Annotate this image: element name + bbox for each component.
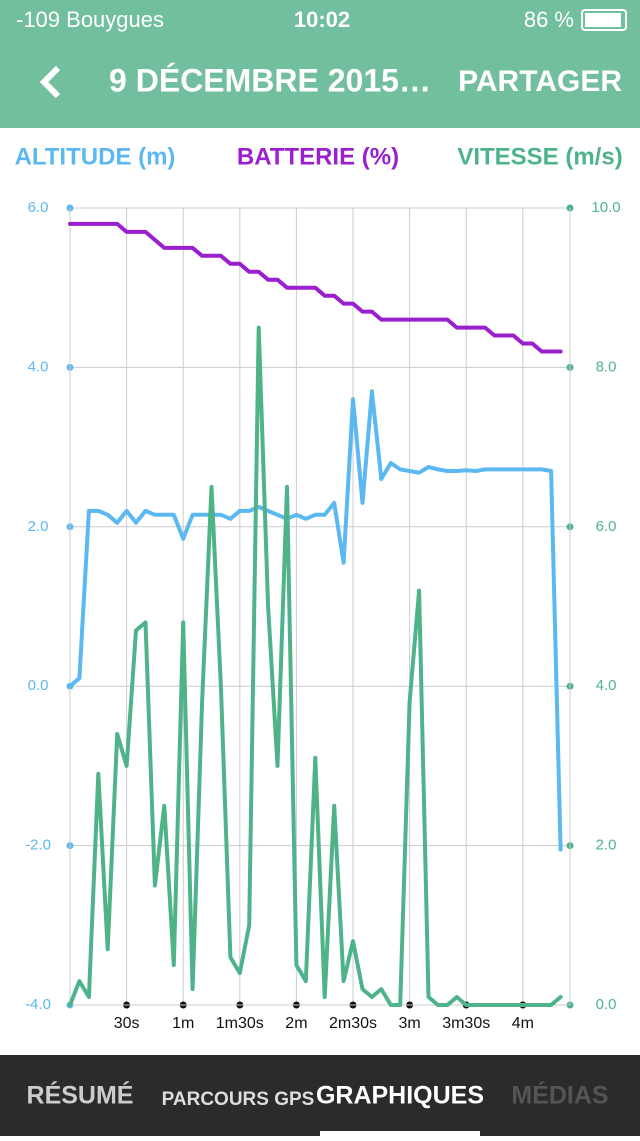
y2-tick-label: 8.0 (596, 358, 617, 375)
series-line (68, 389, 563, 852)
chart: ALTITUDE (m) BATTERIE (%) VITESSE (m/s) 30s… (15, 143, 623, 1032)
y2-tick-label: 10.0 (591, 199, 620, 216)
y2-tick-label: 6.0 (596, 518, 617, 535)
clock: 10:02 (294, 7, 350, 32)
x-tick-label: 30s (114, 1015, 140, 1032)
y2-tick-label: 2.0 (596, 837, 617, 854)
y2-tick-label: 0.0 (596, 996, 617, 1013)
x-tick-label: 2m30s (329, 1015, 377, 1032)
tab[interactable]: RÉSUMÉ (27, 1081, 134, 1110)
nav-title: 9 DÉCEMBRE 2015… (109, 62, 431, 98)
y-tick-label: -2.0 (25, 837, 51, 854)
y-tick-label: 2.0 (28, 518, 49, 535)
y-tick-label: -4.0 (25, 996, 51, 1013)
header-bg (0, 0, 640, 128)
tab-indicator (320, 1131, 480, 1136)
y-tick-label: 4.0 (28, 358, 49, 375)
x-tick-label: 1m30s (216, 1015, 264, 1032)
x-tick-label: 3m30s (442, 1015, 490, 1032)
share-button[interactable]: PARTAGER (458, 65, 622, 98)
legend-entry: VITESSE (m/s) (457, 143, 622, 170)
x-tick-label: 1m (172, 1015, 194, 1032)
tab[interactable]: PARCOURS GPS (162, 1089, 315, 1110)
back-button[interactable] (39, 65, 61, 99)
tab[interactable]: GRAPHIQUES (316, 1082, 484, 1110)
battery-level (585, 13, 621, 27)
battery-icon (581, 9, 627, 31)
x-tick-label: 3m (399, 1015, 421, 1032)
series-line (68, 325, 563, 1007)
series-line (68, 221, 563, 354)
x-tick-label: 4m (512, 1015, 534, 1032)
tab-bar (0, 1055, 640, 1136)
battery-text: 86 % (524, 7, 574, 32)
legend-entry: ALTITUDE (m) (15, 143, 176, 170)
legend-entry: BATTERIE (%) (237, 143, 399, 170)
y-tick-label: 0.0 (28, 677, 49, 694)
tab[interactable]: MÉDIAS (511, 1081, 608, 1110)
carrier: -109 Bouygues (16, 7, 164, 32)
x-tick-label: 2m (285, 1015, 307, 1032)
y2-tick-label: 4.0 (596, 677, 617, 694)
y-tick-label: 6.0 (28, 199, 49, 216)
